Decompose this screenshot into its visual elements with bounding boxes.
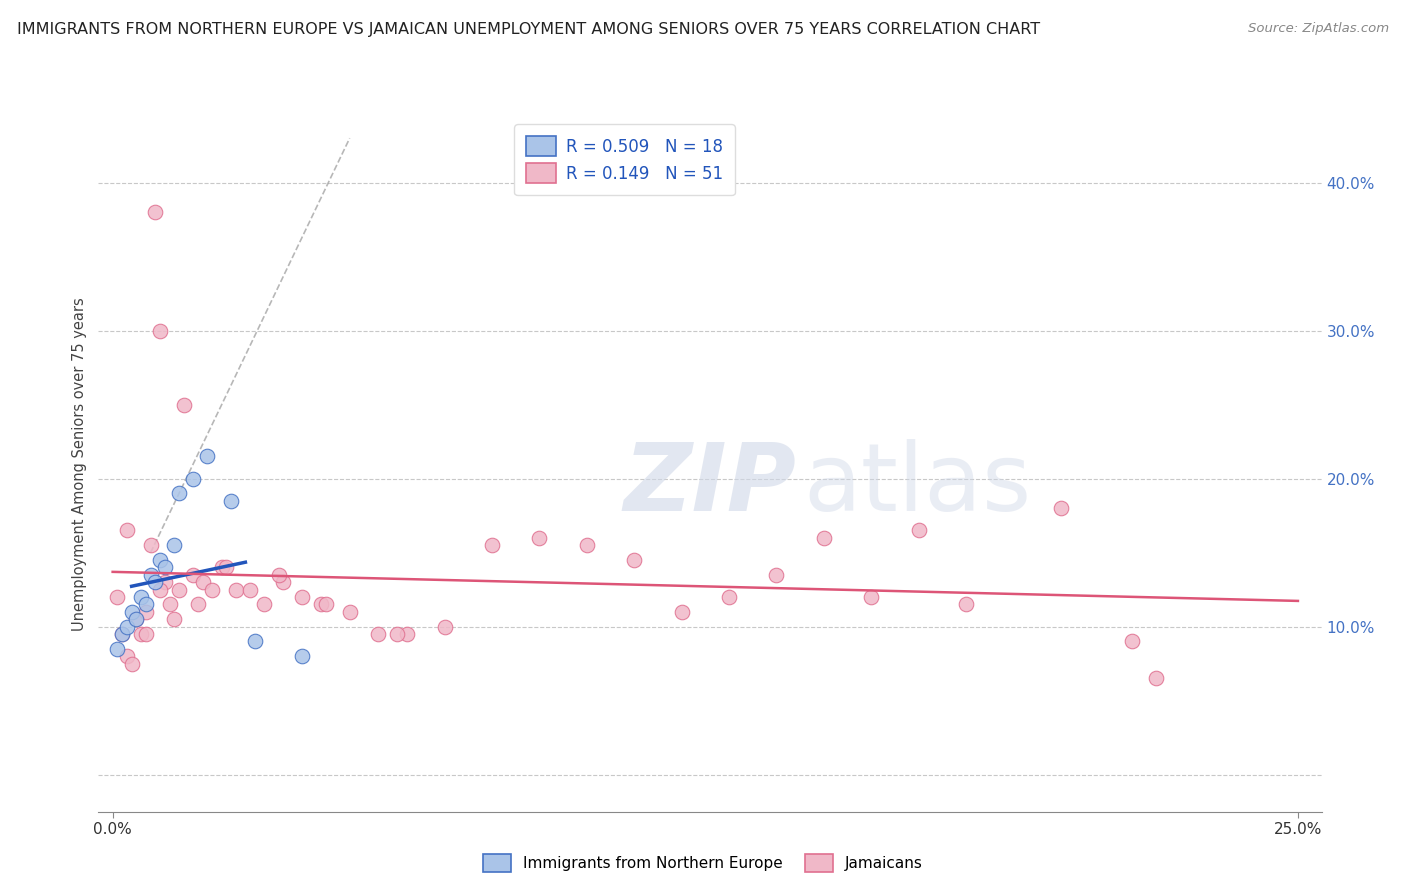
Text: ZIP: ZIP — [624, 439, 796, 531]
Point — [339, 605, 361, 619]
Point — [623, 553, 645, 567]
Point — [115, 649, 138, 664]
Point — [211, 560, 233, 574]
Point — [149, 582, 172, 597]
Point — [267, 567, 290, 582]
Point — [139, 567, 162, 582]
Point — [671, 605, 693, 619]
Point — [163, 612, 186, 626]
Point — [153, 560, 176, 574]
Text: Source: ZipAtlas.com: Source: ZipAtlas.com — [1249, 22, 1389, 36]
Point — [153, 575, 176, 590]
Point — [197, 450, 219, 464]
Text: IMMIGRANTS FROM NORTHERN EUROPE VS JAMAICAN UNEMPLOYMENT AMONG SENIORS OVER 75 Y: IMMIGRANTS FROM NORTHERN EUROPE VS JAMAI… — [17, 22, 1040, 37]
Point — [181, 567, 204, 582]
Point — [1050, 501, 1073, 516]
Point — [291, 649, 314, 664]
Point — [219, 493, 242, 508]
Point — [167, 582, 190, 597]
Point — [253, 598, 276, 612]
Point — [191, 575, 214, 590]
Point — [163, 538, 186, 552]
Point — [273, 575, 295, 590]
Point — [115, 524, 138, 538]
Point — [225, 582, 247, 597]
Point — [395, 627, 418, 641]
Point — [149, 324, 172, 338]
Point — [149, 553, 172, 567]
Point — [159, 598, 181, 612]
Point — [129, 590, 152, 604]
Point — [385, 627, 408, 641]
Point — [529, 531, 551, 545]
Point — [125, 612, 148, 626]
Point — [860, 590, 883, 604]
Point — [181, 472, 204, 486]
Point — [135, 598, 157, 612]
Point — [125, 612, 148, 626]
Point — [135, 605, 157, 619]
Y-axis label: Unemployment Among Seniors over 75 years: Unemployment Among Seniors over 75 years — [72, 297, 87, 631]
Point — [201, 582, 224, 597]
Point — [143, 205, 166, 219]
Point — [291, 590, 314, 604]
Point — [135, 627, 157, 641]
Point — [105, 641, 128, 656]
Point — [309, 598, 332, 612]
Point — [433, 620, 456, 634]
Point — [105, 590, 128, 604]
Point — [1144, 672, 1167, 686]
Point — [143, 575, 166, 590]
Point — [717, 590, 740, 604]
Point — [367, 627, 389, 641]
Point — [575, 538, 598, 552]
Point — [167, 486, 190, 500]
Point — [813, 531, 835, 545]
Legend: Immigrants from Northern Europe, Jamaicans: Immigrants from Northern Europe, Jamaica… — [475, 846, 931, 880]
Point — [139, 538, 162, 552]
Text: atlas: atlas — [804, 439, 1032, 531]
Legend: R = 0.509   N = 18, R = 0.149   N = 51: R = 0.509 N = 18, R = 0.149 N = 51 — [515, 124, 734, 195]
Point — [481, 538, 503, 552]
Point — [121, 605, 143, 619]
Point — [243, 634, 266, 648]
Point — [239, 582, 262, 597]
Point — [129, 627, 152, 641]
Point — [215, 560, 238, 574]
Point — [765, 567, 787, 582]
Point — [1121, 634, 1143, 648]
Point — [115, 620, 138, 634]
Point — [111, 627, 134, 641]
Point — [315, 598, 337, 612]
Point — [955, 598, 977, 612]
Point — [111, 627, 134, 641]
Point — [187, 598, 209, 612]
Point — [907, 524, 929, 538]
Point — [121, 657, 143, 671]
Point — [173, 398, 195, 412]
